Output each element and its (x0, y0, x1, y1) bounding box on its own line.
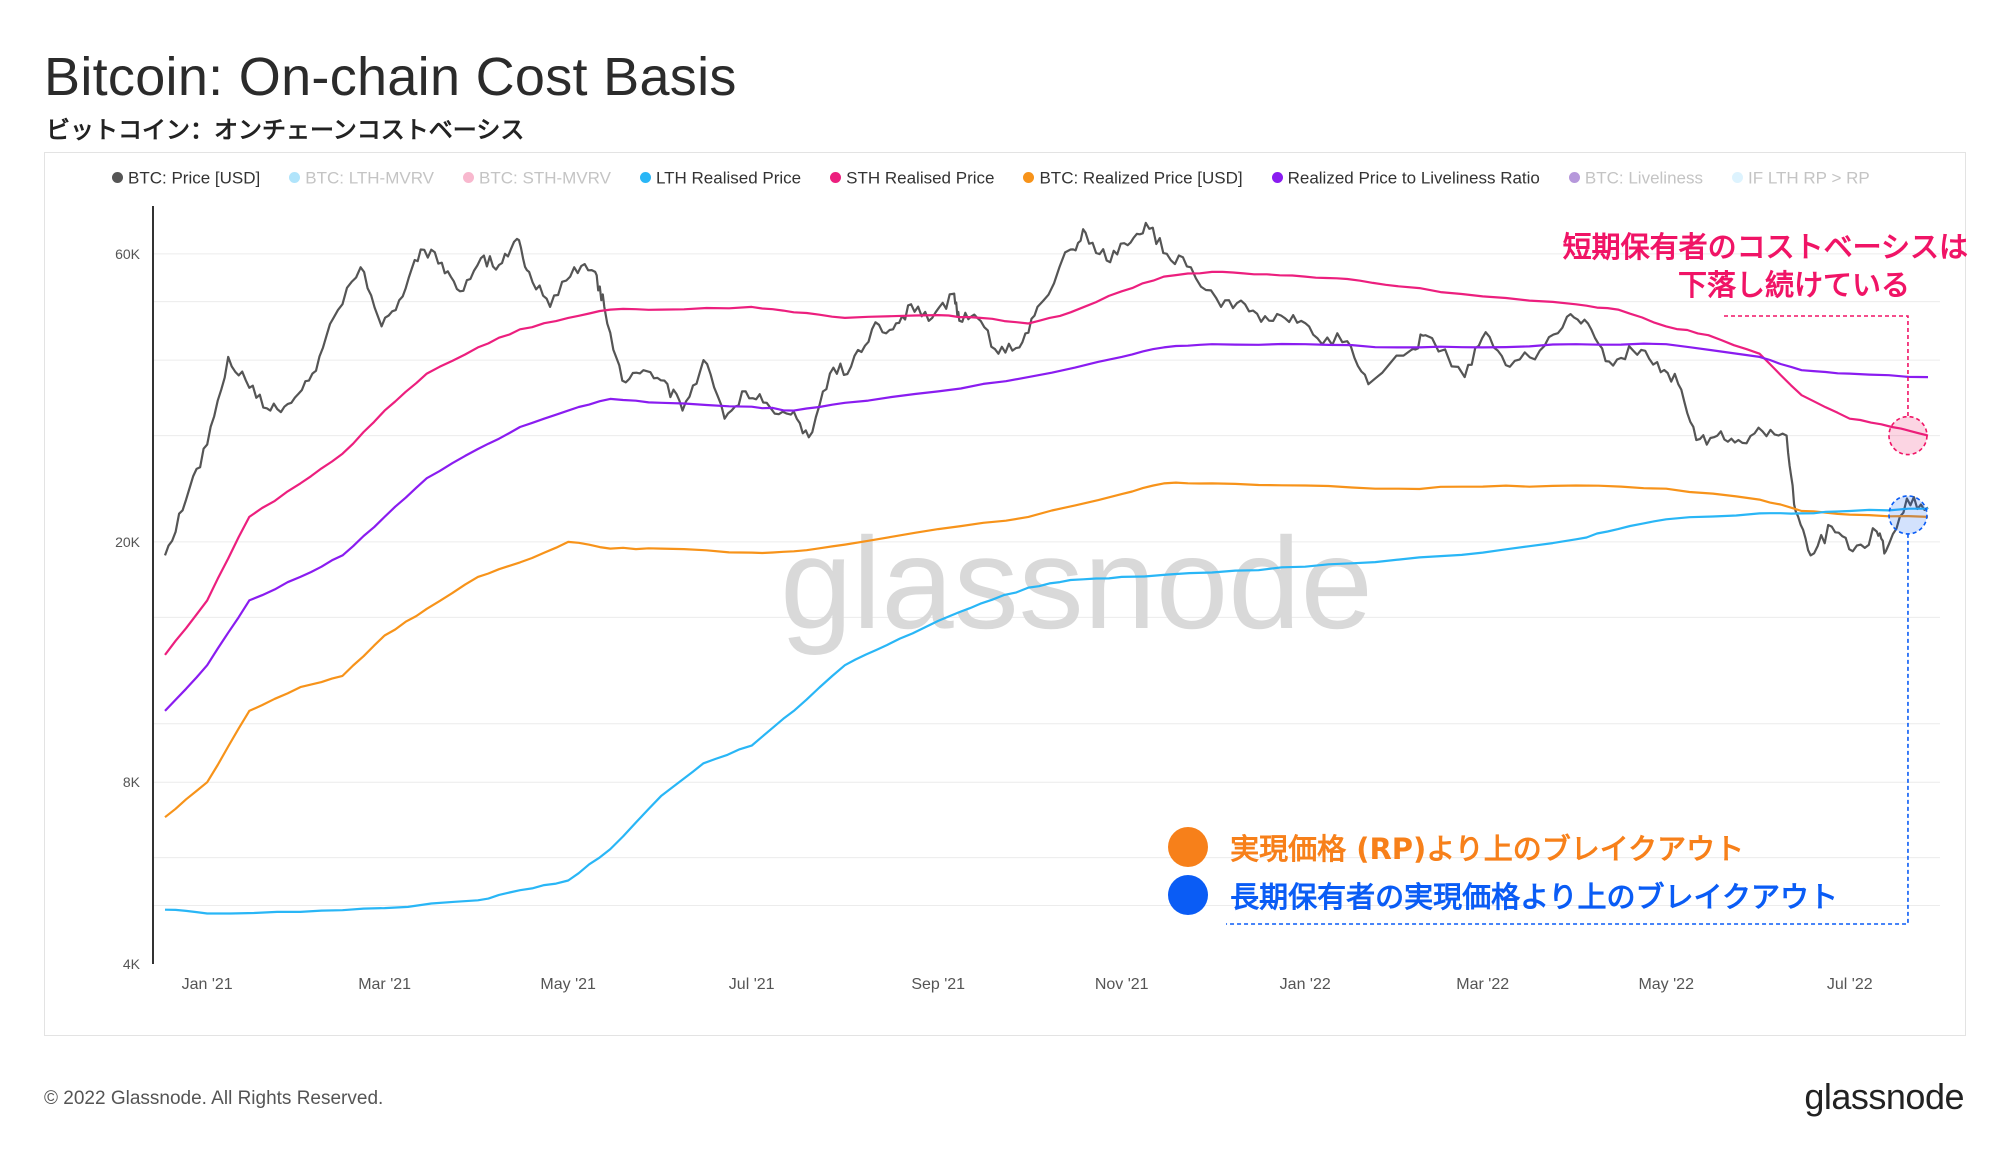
x-tick-label: Jan '21 (182, 976, 233, 993)
legend-label: BTC: Liveliness (1584, 168, 1703, 188)
legend-item[interactable]: BTC: Liveliness (1568, 168, 1703, 189)
sth-leader-line (1724, 315, 1909, 417)
legend-dot-icon (1732, 172, 1743, 184)
series-line (164, 481, 1929, 819)
sth-highlight-circle (1888, 415, 1928, 456)
x-tick-label: Nov '21 (1095, 976, 1149, 993)
y-tick-label: 20K (115, 534, 141, 550)
orange-circle-icon (1168, 827, 1208, 867)
series-line (164, 507, 1928, 915)
sth-annotation: 短期保有者のコストベーシスは 下落し続けている (1500, 228, 1968, 304)
page-subtitle: ビットコイン：オンチェーンコストベーシス (46, 116, 525, 144)
x-tick-label: Jul '22 (1827, 976, 1873, 993)
legend-label: STH Realised Price (846, 168, 995, 188)
legend-dot-icon (463, 172, 475, 184)
rp-breakout-text: 実現価格 (RP)より上のブレイクアウト (1230, 832, 1745, 866)
series-line (163, 221, 1929, 557)
x-tick-label: Mar '22 (1456, 976, 1509, 993)
legend-item[interactable]: BTC: Price [USD] (112, 168, 260, 189)
series-line (164, 270, 1929, 656)
legend-item[interactable]: BTC: LTH-MVRV (289, 168, 434, 189)
lth-breakout-text: 長期保有者の実現価格より上のブレイクアウト (1230, 880, 1838, 914)
sth-annotation-line2: 下落し続けている (1677, 268, 1910, 302)
legend-dot-icon (289, 172, 301, 184)
x-tick-label: Jul '21 (729, 976, 775, 993)
legend-label: BTC: LTH-MVRV (305, 168, 435, 188)
legend-dot-icon (639, 172, 651, 184)
legend-label: IF LTH RP > RP (1748, 168, 1870, 188)
legend-label: BTC: Price [USD] (128, 168, 261, 188)
page-title: Bitcoin: On-chain Cost Basis (44, 47, 737, 107)
legend-item[interactable]: BTC: STH-MVRV (463, 168, 611, 189)
legend-dot-icon (1023, 172, 1035, 184)
legend-label: BTC: Realized Price [USD] (1039, 168, 1243, 188)
x-tick-label: Mar '21 (358, 976, 411, 993)
lth-breakout-annotation: 長期保有者の実現価格より上のブレイクアウト (1168, 874, 1838, 916)
sth-annotation-line1: 短期保有者のコストベーシスは (1562, 230, 1968, 264)
rp-breakout-annotation: 実現価格 (RP)より上のブレイクアウト (1168, 826, 1744, 868)
x-tick-label: May '22 (1638, 976, 1694, 993)
legend-dot-icon (1568, 172, 1580, 184)
y-tick-label: 4K (123, 956, 141, 972)
legend-dot-icon (112, 172, 123, 184)
y-tick-label: 8K (123, 774, 141, 790)
legend-label: LTH Realised Price (655, 168, 802, 188)
glassnode-logo: glassnode (1804, 1076, 1964, 1117)
y-tick-label: 60K (115, 246, 141, 262)
legend-dot-icon (830, 172, 842, 184)
x-tick-label: Jan '22 (1280, 976, 1331, 993)
x-tick-label: May '21 (540, 976, 596, 993)
series-line (164, 342, 1929, 712)
legend-dot-icon (1271, 172, 1283, 184)
chart-frame (44, 152, 1966, 1036)
legend-item[interactable]: Realized Price to Liveliness Ratio (1271, 168, 1540, 189)
legend-item[interactable]: LTH Realised Price (639, 168, 802, 189)
lth-highlight-circle (1888, 495, 1928, 535)
legend-label: BTC: STH-MVRV (479, 168, 611, 188)
blue-circle-icon (1168, 875, 1208, 915)
legend-item[interactable]: STH Realised Price (830, 168, 994, 189)
watermark-text: glassnode (780, 510, 1373, 656)
legend-label: Realized Price to Liveliness Ratio (1287, 168, 1540, 188)
legend-item[interactable]: IF LTH RP > RP (1732, 168, 1870, 189)
copyright-notice: © 2022 Glassnode. All Rights Reserved. (44, 1088, 384, 1109)
legend-item[interactable]: BTC: Realized Price [USD] (1023, 168, 1243, 189)
x-tick-label: Sep '21 (911, 976, 965, 993)
chart-legend: BTC: Price [USD] BTC: LTH-MVRV BTC: STH-MV… (112, 168, 1952, 192)
